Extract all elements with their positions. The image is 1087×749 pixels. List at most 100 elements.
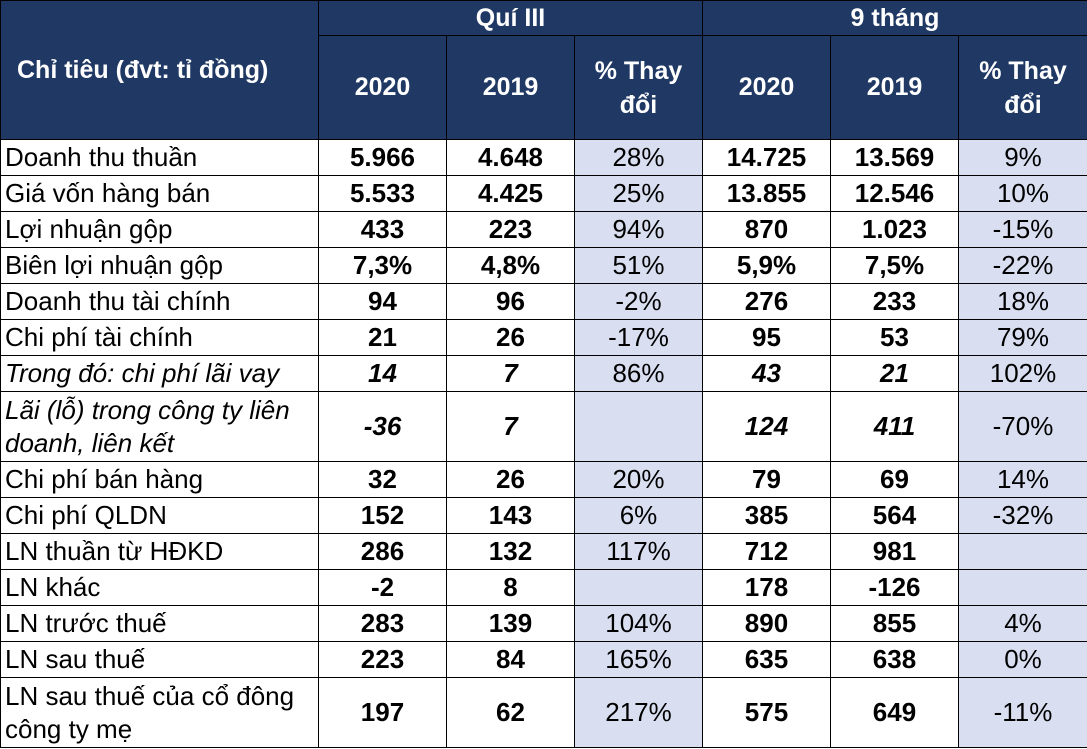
cell-9m-2020: 870 <box>702 211 831 248</box>
cell-9m-change: -32% <box>958 497 1087 534</box>
row-label: Doanh thu tài chính <box>0 283 319 320</box>
table-row: Giá vốn hàng bán 5.533 4.425 25% 13.855 … <box>0 175 1087 212</box>
cell-9m-change: 102% <box>958 355 1087 392</box>
cell-q3-2019: 8 <box>446 569 575 606</box>
column-header-q3-change: % Thay đổi <box>574 35 703 140</box>
cell-9m-change: 9% <box>958 139 1087 176</box>
cell-q3-2019: 4.425 <box>446 175 575 212</box>
cell-q3-2020: 5.966 <box>318 139 447 176</box>
cell-q3-2019: 4,8% <box>446 247 575 284</box>
table-row: LN khác -2 8 178 -126 <box>0 569 1087 606</box>
cell-q3-2020: 283 <box>318 605 447 642</box>
cell-9m-2019: 411 <box>830 391 959 462</box>
cell-q3-change <box>574 391 703 462</box>
cell-q3-2020: 94 <box>318 283 447 320</box>
cell-q3-2020: 223 <box>318 641 447 678</box>
cell-9m-2020: 890 <box>702 605 831 642</box>
cell-9m-change: 4% <box>958 605 1087 642</box>
cell-q3-change: 117% <box>574 533 703 570</box>
cell-q3-2020: 21 <box>318 319 447 356</box>
cell-9m-2020: 178 <box>702 569 831 606</box>
row-label: LN trước thuế <box>0 605 319 642</box>
cell-9m-change: 18% <box>958 283 1087 320</box>
cell-9m-2020: 124 <box>702 391 831 462</box>
row-label: Doanh thu thuần <box>0 139 319 176</box>
cell-q3-2020: 197 <box>318 677 447 748</box>
row-label: Chi phí bán hàng <box>0 461 319 498</box>
cell-q3-2019: 143 <box>446 497 575 534</box>
cell-9m-2020: 13.855 <box>702 175 831 212</box>
cell-q3-change: -2% <box>574 283 703 320</box>
row-label: Trong đó: chi phí lãi vay <box>0 355 319 392</box>
cell-q3-2019: 4.648 <box>446 139 575 176</box>
cell-9m-change: -15% <box>958 211 1087 248</box>
cell-9m-2020: 5,9% <box>702 247 831 284</box>
cell-q3-2019: 132 <box>446 533 575 570</box>
cell-9m-change: -22% <box>958 247 1087 284</box>
row-label: Chi phí QLDN <box>0 497 319 534</box>
table-row: Trong đó: chi phí lãi vay 14 7 86% 43 21… <box>0 355 1087 392</box>
table-row: Chi phí bán hàng 32 26 20% 79 69 14% <box>0 461 1087 498</box>
cell-q3-2020: -36 <box>318 391 447 462</box>
cell-9m-2020: 712 <box>702 533 831 570</box>
cell-q3-2020: 32 <box>318 461 447 498</box>
column-header-9m-2020: 2020 <box>702 35 831 140</box>
cell-q3-change <box>574 569 703 606</box>
cell-q3-2020: 152 <box>318 497 447 534</box>
cell-9m-2019: 649 <box>830 677 959 748</box>
cell-9m-2020: 43 <box>702 355 831 392</box>
cell-q3-change: 51% <box>574 247 703 284</box>
cell-q3-2020: 286 <box>318 533 447 570</box>
row-label: Chi phí tài chính <box>0 319 319 356</box>
cell-q3-2020: -2 <box>318 569 447 606</box>
cell-q3-2019: 62 <box>446 677 575 748</box>
row-label: LN thuần từ HĐKD <box>0 533 319 570</box>
row-label: Lãi (lỗ) trong công ty liên doanh, liên … <box>0 391 319 462</box>
cell-9m-change <box>958 569 1087 606</box>
cell-q3-change: 104% <box>574 605 703 642</box>
cell-9m-change: 79% <box>958 319 1087 356</box>
cell-9m-2020: 575 <box>702 677 831 748</box>
cell-9m-2019: 1.023 <box>830 211 959 248</box>
cell-9m-change: -11% <box>958 677 1087 748</box>
cell-9m-change: 10% <box>958 175 1087 212</box>
cell-q3-2019: 7 <box>446 391 575 462</box>
cell-9m-2019: 13.569 <box>830 139 959 176</box>
cell-q3-change: 20% <box>574 461 703 498</box>
table-row: Chi phí QLDN 152 143 6% 385 564 -32% <box>0 497 1087 534</box>
cell-9m-2019: 233 <box>830 283 959 320</box>
row-label: Lợi nhuận gộp <box>0 211 319 248</box>
table-row: Biên lợi nhuận gộp 7,3% 4,8% 51% 5,9% 7,… <box>0 247 1087 284</box>
cell-q3-2019: 139 <box>446 605 575 642</box>
cell-q3-change: 217% <box>574 677 703 748</box>
table-row: Lãi (lỗ) trong công ty liên doanh, liên … <box>0 391 1087 462</box>
cell-9m-2019: 53 <box>830 319 959 356</box>
cell-9m-2019: 981 <box>830 533 959 570</box>
cell-q3-change: 25% <box>574 175 703 212</box>
row-label: LN sau thuế của cổ đông công ty mẹ <box>0 677 319 748</box>
cell-9m-change: 0% <box>958 641 1087 678</box>
cell-9m-change: 14% <box>958 461 1087 498</box>
cell-9m-2020: 95 <box>702 319 831 356</box>
table-row: LN trước thuế 283 139 104% 890 855 4% <box>0 605 1087 642</box>
group-header-9-months: 9 tháng <box>702 0 1087 36</box>
cell-q3-2020: 5.533 <box>318 175 447 212</box>
table-row: LN sau thuế 223 84 165% 635 638 0% <box>0 641 1087 678</box>
table-row: Lợi nhuận gộp 433 223 94% 870 1.023 -15% <box>0 211 1087 248</box>
cell-9m-change: -70% <box>958 391 1087 462</box>
cell-9m-2019: 564 <box>830 497 959 534</box>
cell-9m-2019: 69 <box>830 461 959 498</box>
row-label: LN khác <box>0 569 319 606</box>
table-row: Doanh thu thuần 5.966 4.648 28% 14.725 1… <box>0 139 1087 176</box>
cell-9m-2020: 14.725 <box>702 139 831 176</box>
cell-q3-change: 94% <box>574 211 703 248</box>
cell-9m-change <box>958 533 1087 570</box>
row-label: Biên lợi nhuận gộp <box>0 247 319 284</box>
column-header-9m-2019: 2019 <box>830 35 959 140</box>
cell-9m-2020: 635 <box>702 641 831 678</box>
cell-q3-2020: 14 <box>318 355 447 392</box>
column-header-q3-2019: 2019 <box>446 35 575 140</box>
table-row: Doanh thu tài chính 94 96 -2% 276 233 18… <box>0 283 1087 320</box>
cell-9m-2019: 855 <box>830 605 959 642</box>
